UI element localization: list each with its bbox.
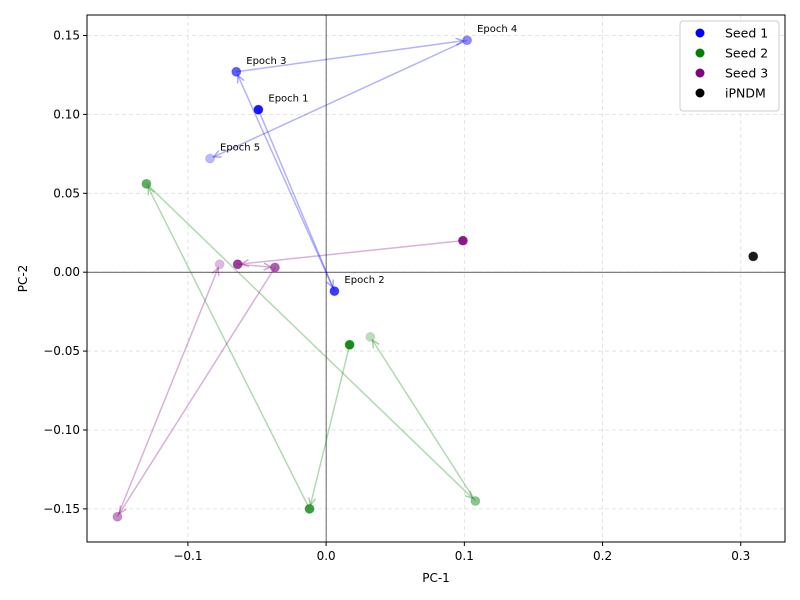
- x-axis-label: PC-1: [422, 571, 450, 585]
- seed-1-point: [205, 153, 215, 164]
- seed-2-point: [365, 331, 376, 342]
- legend-label: iPNDM: [725, 86, 766, 101]
- y-axis-label: PC-2: [16, 265, 30, 293]
- seed-2-point: [470, 496, 481, 506]
- y-tick-label: −0.15: [43, 502, 80, 516]
- ipndm-point: [748, 251, 759, 262]
- seed-1-point: [462, 35, 472, 46]
- seed-3-point: [232, 259, 243, 270]
- seed-1-arrowhead: [455, 37, 465, 46]
- seed-2-trajectory-segment: [371, 339, 477, 502]
- seed-3-point: [112, 511, 123, 522]
- zero-axis-lines: [87, 15, 785, 542]
- seed-2-point: [344, 339, 355, 350]
- y-tick-label: −0.10: [43, 423, 80, 437]
- seed-3-trajectory-segment: [237, 263, 272, 268]
- epoch-label: Epoch 4: [477, 24, 517, 35]
- seed-3-arrowhead: [211, 266, 220, 277]
- x-tick-label: 0.1: [455, 549, 474, 563]
- seed-2-trajectory-segment: [145, 183, 474, 499]
- seed-1-trajectory-segment: [257, 109, 334, 288]
- epoch-label: Epoch 1: [268, 94, 308, 105]
- y-tick-label: 0.00: [53, 265, 80, 279]
- seed-1-point: [231, 66, 242, 77]
- y-tick-label: 0.05: [53, 186, 80, 200]
- seed-3-arrowhead: [118, 505, 127, 515]
- seed-1-point: [253, 104, 264, 115]
- x-tick-label: 0.2: [593, 549, 612, 563]
- seed-2-point: [304, 503, 315, 514]
- seed-2-arrowhead: [464, 490, 474, 500]
- plot-frame: [86, 14, 786, 543]
- x-tick-label: −0.1: [173, 549, 202, 563]
- epoch-label: Epoch 3: [246, 56, 286, 67]
- seed-3-trajectory-segment: [116, 267, 219, 518]
- legend-marker: [695, 88, 705, 98]
- seed-1-arrowhead: [212, 150, 222, 158]
- seed-3-point: [214, 259, 225, 270]
- seed-3-point: [270, 262, 280, 273]
- seed-2-trajectory-segment: [147, 187, 311, 510]
- seed-1-trajectory-segment: [236, 40, 464, 73]
- y-tick-label: −0.05: [43, 344, 80, 358]
- epoch-annotations: Epoch 1 Epoch 2 Epoch 3 Epoch 4 Epoch 5: [220, 24, 517, 286]
- legend-marker: [695, 48, 705, 58]
- legend-box: [679, 20, 780, 112]
- legend: Seed 1 Seed 2 Seed 3 iPNDM: [679, 20, 780, 112]
- seed-3-trajectory-segment: [241, 239, 464, 265]
- y-tick-label: 0.15: [53, 29, 80, 43]
- seed-1-trajectory-segment: [213, 39, 468, 158]
- trajectory-arrows: [116, 37, 477, 518]
- epoch-label: Epoch 2: [344, 275, 384, 286]
- legend-marker: [695, 68, 705, 78]
- seed-3-point: [458, 235, 468, 246]
- epoch-label: Epoch 5: [220, 143, 260, 154]
- legend-label: Seed 3: [725, 66, 768, 81]
- data-points: [112, 35, 759, 522]
- y-tick-label: 0.10: [53, 107, 80, 121]
- x-tick-label: 0.3: [731, 549, 750, 563]
- legend-marker: [695, 28, 705, 38]
- seed-2-point: [141, 178, 152, 189]
- legend-label: Seed 2: [725, 46, 768, 61]
- axis-ticks: −0.1 0.0 0.1 0.2 0.3 −0.15 −0.10 −0.05 0.00 0.05 0…: [43, 29, 750, 563]
- seed-2-trajectory-segment: [309, 344, 351, 506]
- legend-label: Seed 1: [725, 26, 768, 41]
- seed-3-trajectory-segment: [118, 267, 276, 514]
- x-tick-label: 0.0: [317, 549, 336, 563]
- seed-2-arrowhead: [371, 338, 380, 349]
- seed-1-point: [329, 286, 340, 297]
